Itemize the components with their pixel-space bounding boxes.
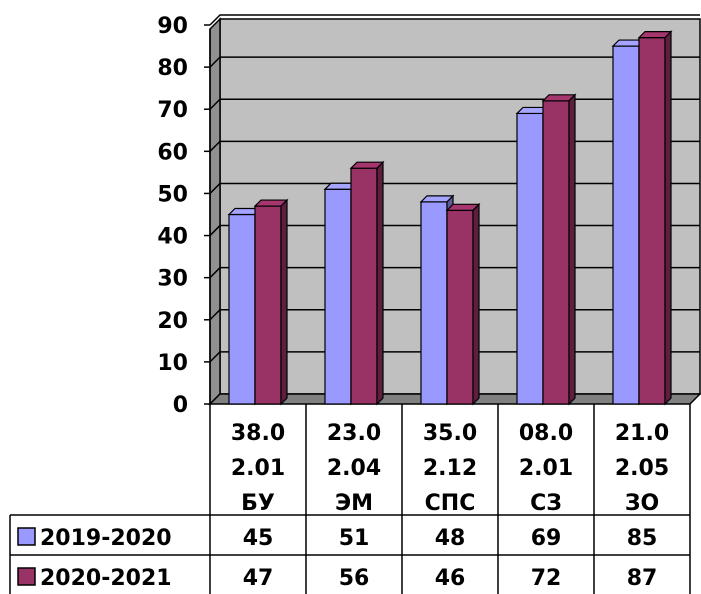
category-label: СЗ [530, 491, 562, 516]
y-tick-label: 10 [157, 351, 188, 376]
legend-label: 2019-2020 [40, 526, 172, 551]
y-tick-label: 60 [157, 140, 188, 165]
legend-key [17, 527, 36, 546]
category-label: ЗО [625, 491, 659, 516]
y-tick-label: 70 [157, 98, 188, 123]
category-label: 23.0 [327, 421, 381, 446]
table-value: 85 [627, 526, 658, 551]
table-value: 48 [435, 526, 466, 551]
bar-2020-2021-1 [349, 160, 385, 406]
y-tick-label: 0 [173, 393, 188, 418]
category-label: 2.04 [327, 456, 381, 481]
table-value: 72 [531, 566, 562, 591]
gridline [209, 56, 700, 68]
table-value: 87 [627, 566, 658, 591]
gridline [209, 98, 700, 110]
side-wall [209, 17, 221, 406]
y-tick-label: 20 [157, 309, 188, 334]
bar-2020-2021-4 [637, 30, 673, 406]
y-tick-label: 80 [157, 56, 188, 81]
gridline [209, 14, 700, 26]
table-value: 46 [435, 566, 466, 591]
table-value: 45 [243, 526, 274, 551]
category-label: БУ [241, 491, 275, 516]
category-label: 2.01 [519, 456, 573, 481]
category-label: 38.0 [231, 421, 285, 446]
table-value: 56 [339, 566, 370, 591]
category-label: 2.01 [231, 456, 285, 481]
legend-key [17, 567, 36, 586]
data-table: 38.0 2.01 БУ 23.0 2.04 ЭМ 35.0 2.12 СПС 08.0 2.01 С… [9, 404, 691, 594]
y-tick-label: 90 [157, 14, 188, 39]
bar-2020-2021-2 [445, 202, 481, 406]
table-value: 69 [531, 526, 562, 551]
bar-2020-2021-3 [541, 93, 577, 406]
table-value: 51 [339, 526, 370, 551]
y-axis: 0 10 20 30 40 50 60 70 80 90 [157, 14, 211, 418]
y-tick-label: 30 [157, 267, 188, 292]
category-label: 35.0 [423, 421, 477, 446]
category-label: 21.0 [615, 421, 669, 446]
bar-2020-2021-0 [253, 198, 289, 406]
y-tick-label: 40 [157, 225, 188, 250]
table-value: 47 [243, 566, 274, 591]
category-label: 2.05 [615, 456, 669, 481]
y-tick-label: 50 [157, 182, 188, 207]
bars [227, 30, 673, 406]
category-label: ЭМ [335, 491, 373, 516]
legend-label: 2020-2021 [40, 566, 172, 591]
category-label: 2.12 [423, 456, 477, 481]
category-label: 08.0 [519, 421, 573, 446]
category-label: СПС [425, 491, 476, 516]
